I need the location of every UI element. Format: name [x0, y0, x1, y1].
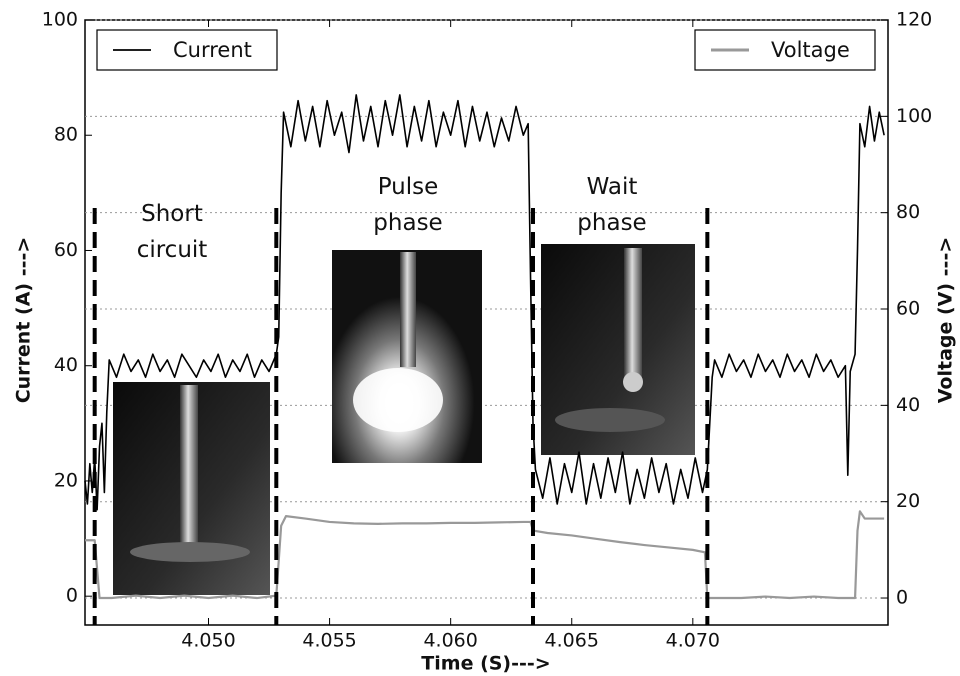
marks [84, 94, 885, 625]
phase-label: Short circuit [136, 201, 208, 263]
series-line [84, 94, 885, 511]
y-tick-label: 40 [54, 354, 78, 376]
y2-tick-label: 120 [896, 9, 932, 31]
y-tick-label: 60 [54, 239, 78, 261]
phase-label: Wait phase [577, 174, 647, 236]
x-axis-label: Time (S)---> [421, 653, 550, 675]
series-line [85, 510, 885, 600]
y2-tick-label: 60 [896, 298, 920, 320]
phase-label: Pulse phase [373, 174, 443, 236]
y2-axis-label: Voltage (V) ---> [935, 237, 957, 404]
y2-tick-label: 100 [896, 105, 932, 127]
photo-arc [353, 368, 443, 432]
legend-label: Voltage [771, 38, 850, 62]
y2-tick-label: 40 [896, 394, 920, 416]
photo-pool [555, 408, 665, 432]
x-tick-label: 4.050 [181, 630, 235, 652]
photos [113, 244, 695, 595]
x-tick-label: 4.060 [423, 630, 477, 652]
y2-tick-label: 0 [896, 587, 908, 609]
y-tick-label: 20 [54, 469, 78, 491]
y-tick-label: 100 [42, 9, 78, 31]
x-tick-label: 4.070 [666, 630, 720, 652]
photo-pool [130, 542, 250, 562]
y2-tick-label: 80 [896, 201, 920, 223]
photo-electrode [180, 385, 198, 560]
photo-electrode [400, 252, 416, 367]
photo-droplet [623, 372, 643, 392]
x-tick-label: 4.055 [302, 630, 356, 652]
y-tick-label: 0 [66, 585, 78, 607]
y2-tick-label: 20 [896, 490, 920, 512]
photo-electrode [624, 248, 642, 383]
legend-label: Current [173, 38, 252, 62]
x-tick-label: 4.065 [545, 630, 599, 652]
y-tick-label: 80 [54, 124, 78, 146]
y-axis-label: Current (A) ---> [13, 237, 35, 404]
